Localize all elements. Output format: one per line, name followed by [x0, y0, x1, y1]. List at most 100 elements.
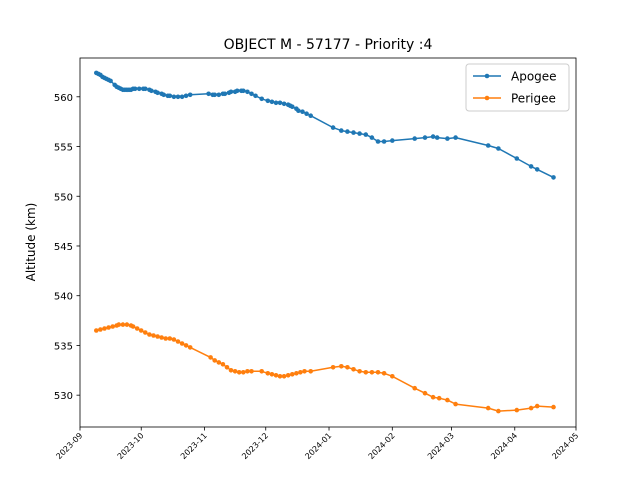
axes-frame — [79, 57, 577, 428]
data-point-apogee — [265, 98, 271, 104]
data-point-perigee — [151, 333, 156, 338]
data-point-perigee — [241, 370, 246, 375]
data-point-apogee — [434, 135, 440, 140]
data-point-apogee — [228, 89, 234, 95]
y-axis-label: Altitude (km) — [24, 203, 38, 282]
y-tick-label: 545 — [54, 242, 73, 253]
data-point-apogee — [351, 130, 356, 135]
data-point-apogee — [269, 99, 275, 105]
data-point-perigee — [381, 371, 387, 376]
data-point-apogee — [339, 128, 344, 133]
data-point-apogee — [108, 78, 113, 84]
y-tick-label: 555 — [54, 143, 73, 154]
data-point-perigee — [453, 401, 458, 407]
data-point-apogee — [422, 135, 428, 140]
data-point-apogee — [136, 86, 142, 92]
legend-label-apogee: Apogee — [511, 70, 557, 84]
data-point-perigee — [277, 374, 283, 379]
data-point-perigee — [159, 335, 164, 340]
data-point-perigee — [224, 365, 230, 370]
data-point-perigee — [208, 355, 213, 360]
data-point-perigee — [102, 326, 107, 331]
data-point-perigee — [285, 373, 291, 378]
data-point-perigee — [106, 325, 111, 330]
data-point-perigee — [94, 328, 99, 333]
data-point-perigee — [290, 372, 295, 377]
data-point-perigee — [183, 343, 189, 348]
data-point-perigee — [163, 336, 168, 341]
data-point-perigee — [179, 341, 185, 346]
data-point-perigee — [281, 374, 287, 379]
data-point-apogee — [161, 92, 166, 98]
data-point-perigee — [269, 372, 275, 377]
y-tick-label: 540 — [54, 292, 73, 303]
data-point-apogee — [528, 164, 534, 169]
data-point-perigee — [245, 369, 250, 374]
data-point-apogee — [514, 156, 520, 161]
data-point-perigee — [167, 336, 173, 341]
data-point-apogee — [296, 108, 301, 113]
series-apogee — [94, 70, 556, 180]
data-point-perigee — [265, 371, 271, 376]
data-point-apogee — [381, 139, 387, 144]
data-point-perigee — [436, 395, 442, 401]
data-point-apogee — [132, 86, 138, 92]
data-point-perigee — [273, 373, 279, 378]
data-point-perigee — [369, 370, 375, 375]
data-point-apogee — [155, 90, 160, 96]
data-point-perigee — [298, 370, 303, 375]
data-point-apogee — [179, 94, 185, 100]
data-point-apogee — [281, 101, 287, 107]
data-point-perigee — [212, 358, 217, 363]
series-perigee — [94, 322, 556, 414]
legend-marker-perigee — [484, 95, 490, 101]
data-point-apogee — [485, 143, 491, 148]
data-point-perigee — [412, 385, 418, 391]
data-point-apogee — [375, 139, 381, 144]
data-point-perigee — [534, 403, 540, 409]
data-point-perigee — [116, 322, 122, 327]
data-point-apogee — [551, 175, 556, 180]
data-point-apogee — [175, 94, 181, 100]
data-point-perigee — [308, 369, 314, 374]
data-point-perigee — [98, 327, 103, 332]
data-point-perigee — [351, 367, 356, 372]
data-point-apogee — [259, 96, 265, 102]
data-point-perigee — [228, 368, 234, 373]
data-point-perigee — [220, 362, 226, 367]
data-point-perigee — [339, 364, 344, 369]
data-point-apogee — [143, 86, 148, 92]
data-point-perigee — [236, 370, 242, 375]
data-point-apogee — [234, 88, 240, 94]
data-point-perigee — [330, 365, 336, 370]
data-point-apogee — [363, 132, 369, 137]
data-point-perigee — [363, 370, 369, 375]
data-point-perigee — [294, 371, 299, 376]
data-point-apogee — [412, 136, 418, 141]
data-point-perigee — [302, 369, 307, 374]
data-point-apogee — [430, 134, 436, 139]
legend-marker-apogee — [484, 73, 490, 79]
data-point-apogee — [290, 104, 295, 109]
data-point-perigee — [124, 322, 130, 327]
chart-title: OBJECT M - 57177 - Priority :4 — [224, 37, 433, 53]
data-point-perigee — [171, 337, 177, 342]
data-point-perigee — [430, 394, 436, 400]
data-point-apogee — [369, 135, 375, 140]
data-point-apogee — [534, 167, 540, 172]
data-point-apogee — [187, 92, 193, 98]
data-point-perigee — [390, 374, 395, 379]
data-point-apogee — [149, 88, 154, 94]
data-point-perigee — [422, 390, 428, 396]
y-tick-label: 535 — [54, 341, 73, 352]
data-point-apogee — [390, 138, 395, 143]
legend: Apogee Perigee — [465, 63, 570, 112]
data-point-perigee — [138, 328, 144, 333]
data-point-apogee — [249, 91, 254, 97]
data-point-apogee — [308, 113, 314, 118]
data-point-perigee — [187, 345, 193, 350]
data-point-apogee — [167, 93, 173, 99]
data-point-perigee — [357, 369, 362, 374]
data-point-apogee — [453, 135, 458, 140]
y-tick-label: 530 — [54, 391, 73, 402]
